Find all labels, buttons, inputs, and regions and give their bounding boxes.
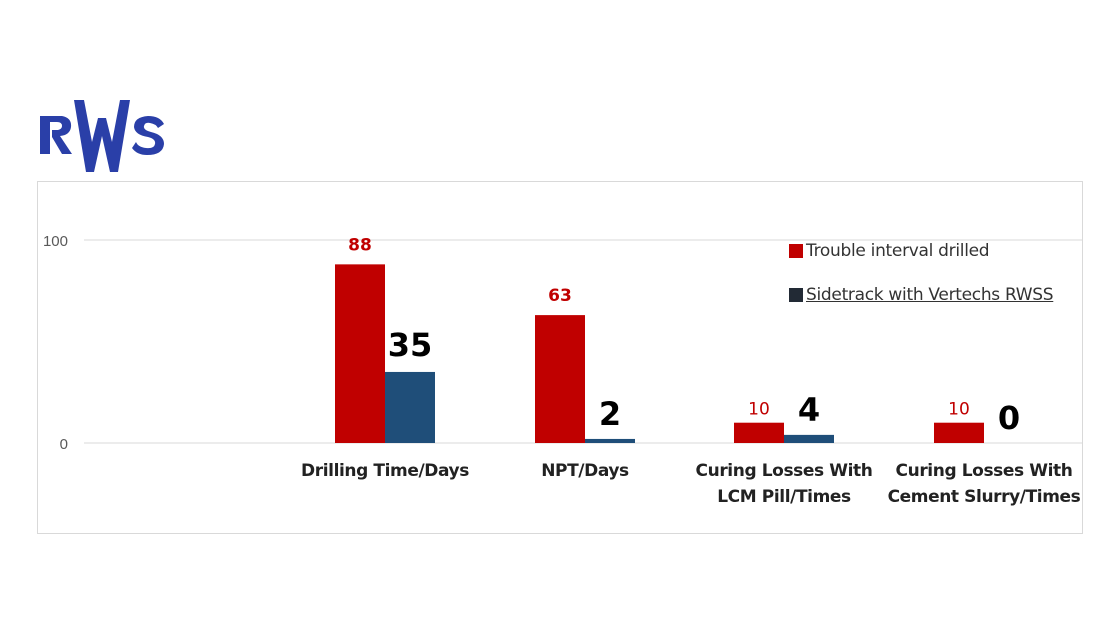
y-tick-label: 100 [43,233,68,250]
bar-s1-c1 [335,264,385,443]
category-label: Cement Slurry/Times [888,487,1081,507]
bar-s1-c2 [535,315,585,443]
y-tick-label: 0 [60,436,68,453]
data-label-s1-c4: 10 [948,400,970,420]
chart-frame [37,181,1083,534]
legend-item-trouble: Trouble interval drilled [789,240,1053,262]
legend-swatch-sidetrack [789,288,803,302]
data-label-s2-c1: 35 [388,326,433,364]
legend-item-sidetrack: Sidetrack with Vertechs RWSS [789,284,1054,306]
bar-s1-c4 [934,422,984,443]
category-label: NPT/Days [541,461,629,481]
data-label-s1-c3: 10 [748,400,770,420]
category-label: Curing Losses With [696,461,873,481]
data-label-s1-c2: 63 [548,286,572,306]
legend-label-sidetrack: Sidetrack with Vertechs RWSS [806,285,1054,305]
data-label-s1-c1: 88 [348,235,372,255]
data-label-s2-c2: 2 [599,395,621,433]
bar-s2-c2 [585,438,635,443]
bar-s1-c3 [734,422,784,443]
legend-label-trouble: Trouble interval drilled [806,241,990,261]
legend-swatch-trouble [789,244,803,258]
chart-legend: Trouble interval drilled Sidetrack with … [789,240,1054,328]
company-logo [36,96,176,176]
bar-s2-c3 [784,434,834,443]
rws-logo-graphic [40,100,164,172]
bar-s2-c1 [385,371,435,443]
category-label: Curing Losses With [896,461,1073,481]
category-label: Drilling Time/Days [301,461,469,481]
data-label-s2-c3: 4 [798,391,820,429]
bars-layer [335,264,984,443]
category-label: LCM Pill/Times [717,487,851,507]
data-label-s2-c4: 0 [998,399,1020,437]
